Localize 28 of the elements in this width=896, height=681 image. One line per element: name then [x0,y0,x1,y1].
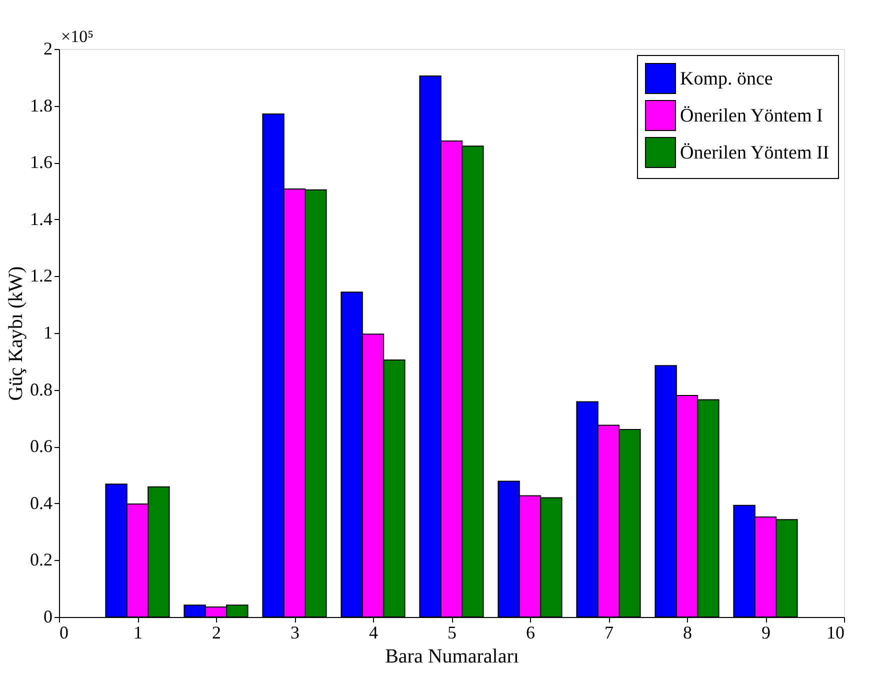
y-tick-label: 0 [44,606,52,626]
y-tick-label: 1 [44,322,52,342]
y-tick-label: 0.8 [30,379,52,400]
x-tick-label: 10 [826,622,844,642]
y-axis-title: Güç Kaybı (kW) [5,266,27,401]
x-tick-label: 7 [604,622,614,642]
y-tick-label: 0.4 [30,492,52,513]
legend-label: Önerilen Yöntem I [680,106,823,126]
y-tick-label: 0.2 [30,550,52,570]
legend-label: Önerilen Yöntem II [680,142,830,164]
x-tick-label: 4 [369,622,378,642]
x-tick-label: 2 [212,622,221,642]
y-tick-label: 2 [44,38,52,58]
x-axis-title: Bara Numaraları [385,646,520,668]
y-tick-label: 1.2 [30,266,52,286]
x-tick-label: 0 [60,622,68,642]
x-tick-label: 8 [683,622,692,642]
y-tick-label: 1.8 [30,95,52,116]
x-tick-label: 5 [448,622,456,642]
x-tick-label: 1 [134,622,142,642]
x-tick-label: 9 [762,622,770,642]
y-tick-label: 1.6 [30,152,52,172]
legend-label: Komp. önce [680,68,773,90]
text: ×10⁵ [61,27,94,46]
x-tick-label: 6 [526,622,535,642]
x-tick-label: 3 [290,622,300,642]
y-tick-label: 0.6 [30,436,52,456]
y-tick-label: 1.4 [30,208,52,229]
